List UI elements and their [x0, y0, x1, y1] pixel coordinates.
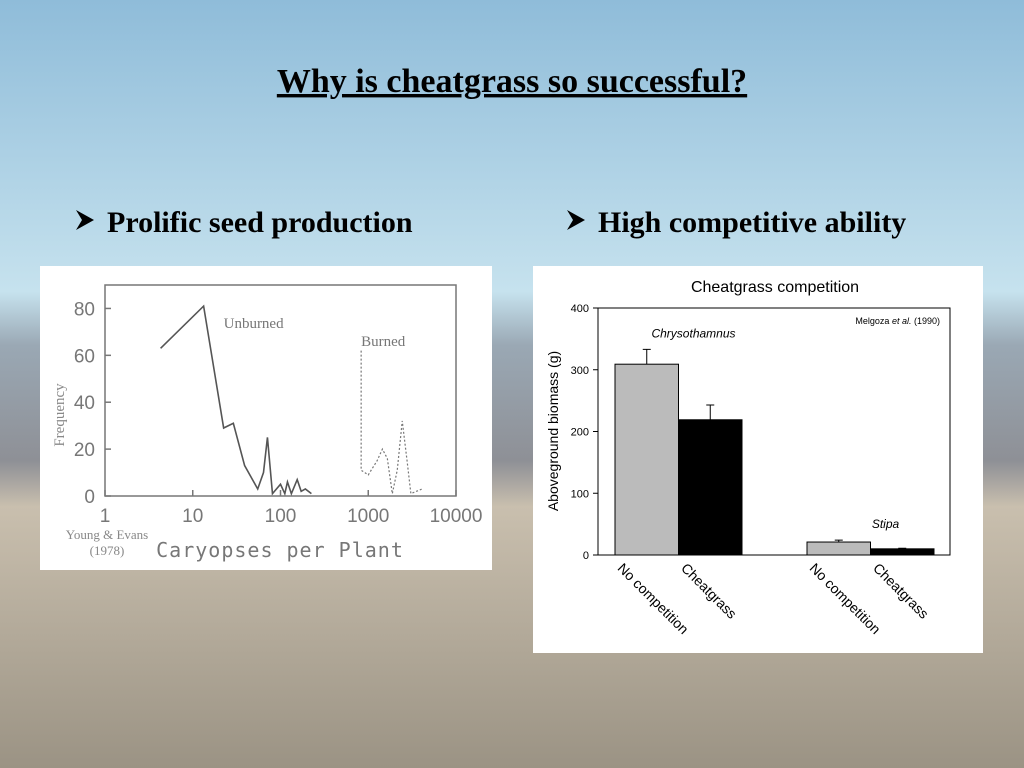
- source-part: et al.: [892, 316, 912, 326]
- bullet-text: Prolific seed production: [107, 206, 413, 239]
- y-tick-label: 20: [74, 440, 95, 461]
- y-tick-label: 400: [571, 303, 589, 315]
- slide-title: Why is cheatgrass so successful?: [277, 63, 747, 100]
- series-label: Unburned: [224, 316, 284, 332]
- bullet-icon: [567, 210, 585, 230]
- bar: [614, 363, 679, 556]
- group-label: Chrysothamnus: [651, 326, 735, 340]
- x-tick-label: 10000: [430, 506, 483, 527]
- x-tick-label: 1000: [347, 506, 389, 527]
- bar: [870, 548, 935, 556]
- x-tick-label: 1: [100, 506, 111, 527]
- source-part: Melgoza: [855, 316, 892, 326]
- source-note: Melgoza et al. (1990): [855, 316, 940, 326]
- y-axis-label: Frequency: [52, 383, 68, 447]
- x-tick-label: 10: [182, 506, 203, 527]
- x-axis-label: Caryopses per Plant: [156, 538, 404, 562]
- chart-panel: [533, 266, 983, 653]
- error-bar: [642, 348, 651, 365]
- source-part: (1990): [911, 316, 940, 326]
- data-line: [160, 304, 312, 497]
- bar: [806, 541, 871, 556]
- chart-panel: [40, 266, 492, 570]
- error-bar: [898, 547, 907, 549]
- chart-title: Cheatgrass competition: [691, 279, 859, 296]
- data-line: [360, 350, 423, 495]
- series-label: Burned: [361, 334, 406, 350]
- y-tick-label: 100: [571, 488, 589, 500]
- error-bar: [706, 404, 715, 420]
- source-note: (1978): [90, 543, 125, 558]
- y-tick-label: 60: [74, 346, 95, 367]
- y-axis-label: Aboveground biomass (g): [545, 351, 561, 511]
- error-bar: [834, 539, 843, 543]
- y-tick-label: 200: [571, 427, 589, 439]
- bar: [678, 419, 743, 556]
- bullet-icon: [76, 210, 94, 230]
- source-note: Young & Evans: [66, 527, 148, 542]
- y-tick-label: 300: [571, 365, 589, 377]
- y-tick-label: 80: [74, 299, 95, 320]
- y-tick-label: 0: [583, 550, 589, 562]
- group-label: Stipa: [872, 517, 900, 531]
- y-tick-label: 40: [74, 393, 95, 414]
- x-tick-label: 100: [265, 506, 297, 527]
- bullet-text: High competitive ability: [598, 206, 906, 239]
- y-tick-label: 0: [84, 487, 95, 508]
